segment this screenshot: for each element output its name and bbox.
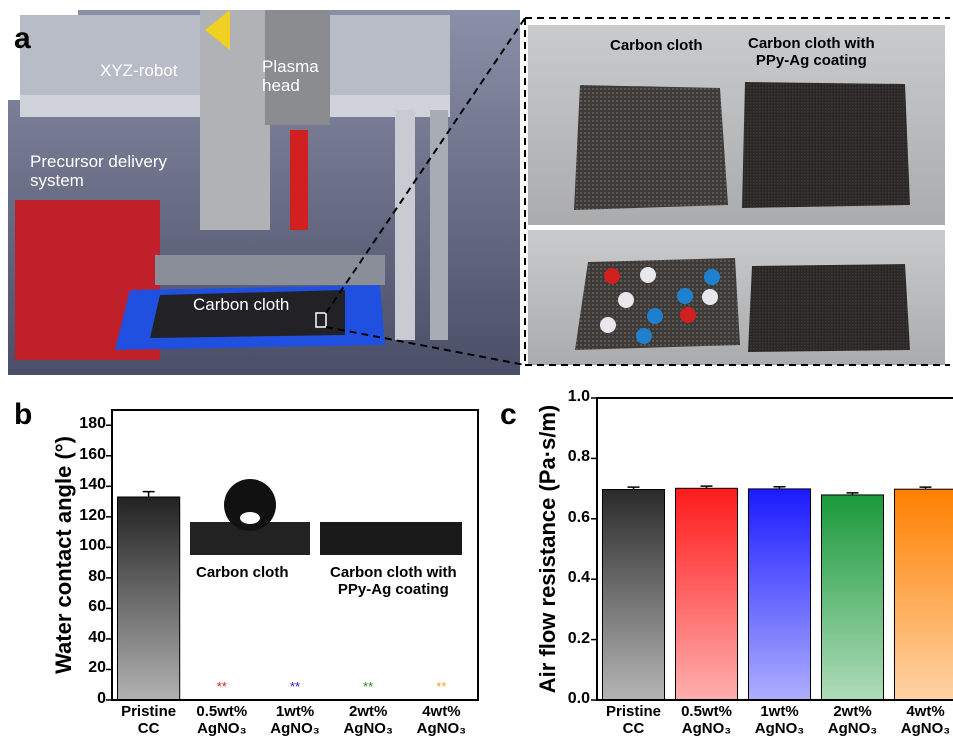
y-tick-label: 160 <box>46 446 106 464</box>
annotation: Carbon cloth <box>196 565 289 582</box>
y-tick-label: 20 <box>46 659 106 677</box>
panel-label: c <box>500 398 517 431</box>
y-tick-label: 0.4 <box>530 569 590 587</box>
sample-label: Carbon cloth <box>610 38 703 55</box>
y-tick-label: 180 <box>46 415 106 433</box>
contact-angle-insets <box>190 479 462 555</box>
bar <box>748 489 810 700</box>
value-label: ** <box>348 680 388 694</box>
y-tick-label: 60 <box>46 598 106 616</box>
error-bar <box>143 492 155 497</box>
x-tick-label: 2wt% AgNO₃ <box>328 704 408 737</box>
bar <box>894 489 953 700</box>
y-tick-label: 0 <box>46 690 106 708</box>
x-tick-label: Pristine CC <box>594 704 674 737</box>
x-tick-label: Pristine CC <box>109 704 189 737</box>
sample-label: Carbon cloth with PPy-Ag coating <box>748 36 875 69</box>
x-tick-label: 0.5wt% AgNO₃ <box>182 704 262 737</box>
photo-samples <box>528 25 945 365</box>
photo-label: Carbon cloth <box>193 296 289 315</box>
bar <box>675 488 737 700</box>
x-tick-label: 2wt% AgNO₃ <box>813 704 893 737</box>
y-tick-label: 100 <box>46 537 106 555</box>
x-tick-label: 1wt% AgNO₃ <box>255 704 335 737</box>
value-label: ** <box>421 680 461 694</box>
panel-label: a <box>14 22 31 55</box>
panel-label: b <box>14 398 32 431</box>
y-tick-label: 0.0 <box>530 690 590 708</box>
x-tick-label: 1wt% AgNO₃ <box>740 704 820 737</box>
y-tick-label: 0.2 <box>530 630 590 648</box>
y-tick-label: 1.0 <box>530 388 590 406</box>
y-tick-label: 0.8 <box>530 448 590 466</box>
annotation: Carbon cloth with PPy-Ag coating <box>330 565 457 598</box>
bar <box>602 490 664 700</box>
x-tick-label: 4wt% AgNO₃ <box>401 704 481 737</box>
y-tick-label: 0.6 <box>530 509 590 527</box>
y-tick-label: 120 <box>46 507 106 525</box>
bar <box>821 495 883 700</box>
value-label: ** <box>275 680 315 694</box>
photo-label: Plasma head <box>262 58 319 95</box>
photo-label: Precursor delivery system <box>30 153 167 190</box>
x-tick-label: 0.5wt% AgNO₃ <box>667 704 747 737</box>
y-tick-label: 40 <box>46 629 106 647</box>
y-tick-label: 140 <box>46 476 106 494</box>
figure: a XYZ-robot Plasma head Precursor delivery … <box>0 0 953 741</box>
photo-label: XYZ-robot <box>100 62 177 81</box>
x-tick-label: 4wt% AgNO₃ <box>886 704 953 737</box>
y-tick-label: 80 <box>46 568 106 586</box>
bar <box>117 497 179 700</box>
value-label: ** <box>202 680 242 694</box>
figure-canvas <box>0 0 953 741</box>
